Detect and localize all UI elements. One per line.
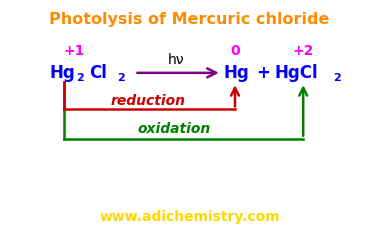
Text: +1: +1 — [63, 43, 85, 58]
Text: Hg: Hg — [49, 64, 75, 82]
Text: 2: 2 — [334, 73, 341, 83]
Text: HgCl: HgCl — [275, 64, 318, 82]
Text: oxidation: oxidation — [138, 122, 211, 136]
Text: Hg: Hg — [224, 64, 249, 82]
Text: reduction: reduction — [110, 94, 185, 108]
Text: +: + — [256, 64, 270, 82]
Text: 2: 2 — [77, 73, 84, 83]
Text: www.adichemistry.com: www.adichemistry.com — [99, 210, 280, 224]
Text: Cl: Cl — [89, 64, 107, 82]
Text: 0: 0 — [230, 43, 240, 58]
Text: 2: 2 — [117, 73, 124, 83]
Text: +2: +2 — [293, 43, 314, 58]
Text: Photolysis of Mercuric chloride: Photolysis of Mercuric chloride — [49, 12, 330, 27]
Text: hν: hν — [168, 53, 185, 67]
